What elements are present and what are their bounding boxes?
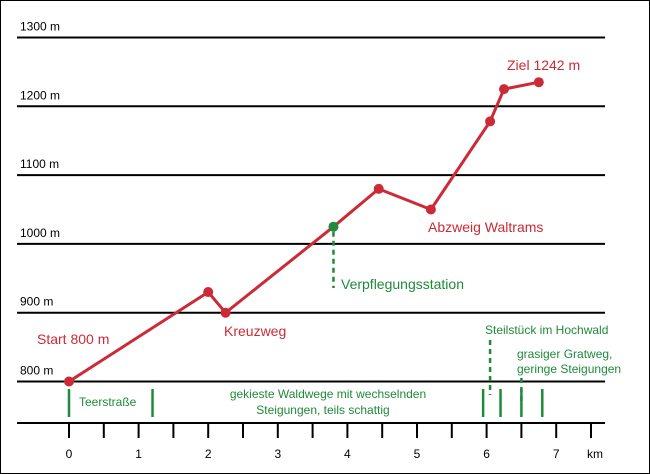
data-point <box>64 376 74 387</box>
y-tick-label: 900 m <box>20 295 53 309</box>
annotation-teerstrasse: Teerstraße <box>79 395 137 409</box>
data-point <box>533 77 544 88</box>
highlight-point <box>328 221 339 232</box>
y-tick-label: 1000 m <box>20 226 60 240</box>
x-unit-label: km <box>587 447 603 461</box>
annotation-gratweg-line2: geringe Steigungen <box>517 362 621 376</box>
annotation-waldwege-line1: gekieste Waldwege mit wechselnden <box>230 387 426 401</box>
annotation-gratweg-line1: grasiger Gratweg, <box>517 347 612 361</box>
data-point <box>485 116 496 127</box>
y-tick-label: 1200 m <box>20 88 60 102</box>
annotation-ziel: Ziel 1242 m <box>507 57 580 73</box>
x-tick-label: 2 <box>205 447 212 461</box>
data-point <box>220 307 231 318</box>
y-tick-label: 1300 m <box>20 20 60 34</box>
data-point <box>373 183 384 194</box>
x-tick-label: 6 <box>483 447 490 461</box>
x-tick-label: 4 <box>344 447 351 461</box>
data-point <box>425 204 436 215</box>
x-tick-label: 3 <box>274 447 281 461</box>
x-tick-label: 1 <box>135 447 142 461</box>
y-tick-label: 800 m <box>20 364 53 378</box>
x-tick-label: 7 <box>553 447 560 461</box>
annotation-kreuzweg: Kreuzweg <box>224 323 286 339</box>
x-tick-label: 0 <box>66 447 73 461</box>
annotation-verpflegung: Verpflegungsstation <box>341 276 464 292</box>
annotation-waldwege-line2: Steigungen, teils schattig <box>256 403 389 417</box>
data-point <box>499 84 509 95</box>
x-tick-label: 5 <box>414 447 421 461</box>
y-tick-label: 1100 m <box>20 157 59 171</box>
annotation-start: Start 800 m <box>37 331 109 347</box>
annotation-abzweig: Abzweig Waltrams <box>428 219 543 235</box>
data-point <box>203 287 214 298</box>
annotation-steilstueck: Steilstück im Hochwald <box>485 323 608 337</box>
